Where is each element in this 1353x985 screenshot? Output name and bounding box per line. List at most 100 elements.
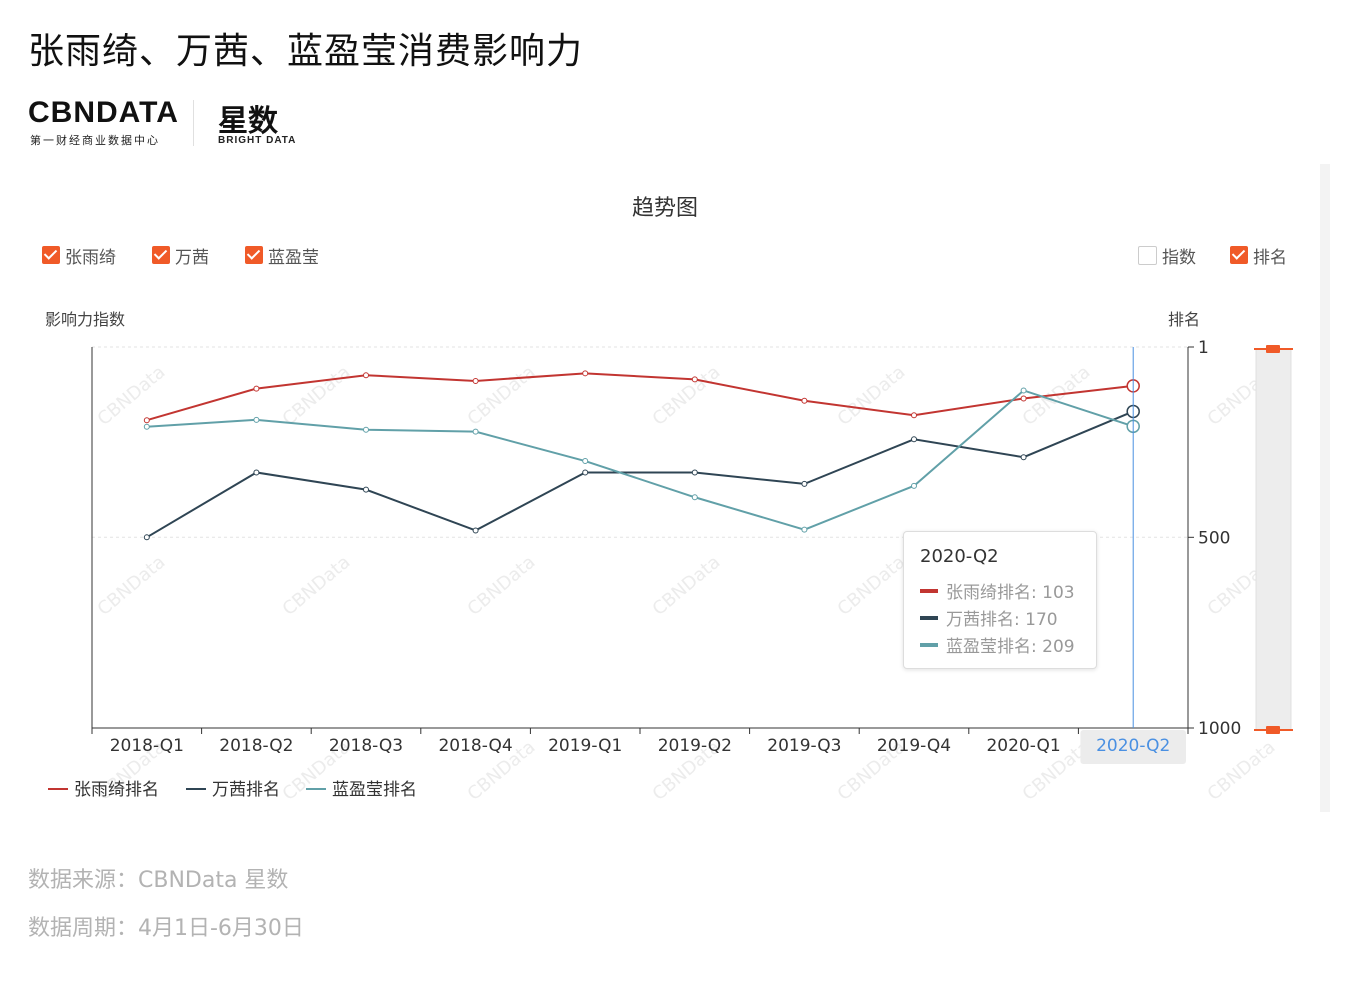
data-point — [582, 370, 589, 377]
trend-chart: CBNData CBNData CBNData CBNData CBNData CBNDa… — [48, 338, 1293, 805]
data-point — [363, 426, 369, 433]
toggle-label: 蓝盈莹 — [268, 247, 319, 268]
toggle-wanqian[interactable]: 万茜 — [152, 244, 209, 268]
data-point — [582, 458, 589, 465]
legend-label: 张雨绮排名 — [74, 780, 159, 800]
series-swatch-icon — [920, 642, 938, 647]
data-point — [472, 428, 479, 435]
series-line — [146, 372, 1134, 422]
left-axis-name: 影响力指数 — [45, 310, 126, 329]
x-tick-labels: 2018-Q1 2018-Q2 2018-Q3 2018-Q4 2019-Q1 2019-… — [110, 730, 1186, 764]
watermark-text: CBNData — [279, 362, 355, 430]
logo-brand: CBNDATA — [28, 96, 179, 129]
tooltip-row-label: 蓝盈莹排名: 209 — [946, 637, 1075, 657]
footer-source: 数据来源：CBNData 星数 — [28, 868, 289, 893]
zoom-handle-grip-icon — [1266, 726, 1280, 734]
x-tick-label: 2019-Q1 — [548, 736, 622, 756]
legend-label: 万茜排名 — [212, 780, 280, 800]
data-point — [801, 526, 808, 533]
x-tick-label: 2018-Q2 — [219, 736, 293, 756]
toggle-label: 张雨绮 — [65, 247, 116, 268]
data-point — [143, 423, 150, 430]
y-tick-label: 500 — [1198, 528, 1230, 548]
data-zoom-slider — [1254, 345, 1293, 734]
watermark-text: CBNData — [1019, 362, 1095, 430]
checkbox-checked-icon[interactable] — [152, 246, 170, 264]
cbndata-logo: CBNDATA 第一财经商业数据中心 星数 BRIGHT DATA — [28, 96, 308, 152]
tooltip-row: 张雨绮排名: 103 — [920, 578, 1075, 603]
legend: 张雨绮排名 万茜排名 蓝盈莹排名 — [48, 780, 417, 800]
tooltip-row-label: 张雨绮排名: 103 — [946, 583, 1075, 603]
page-title: 张雨绮、万茜、蓝盈莹消费影响力 — [28, 31, 584, 72]
tooltip-title: 2020-Q2 — [920, 546, 999, 567]
data-point — [363, 372, 369, 379]
data-point — [1020, 387, 1027, 394]
y-tick-label: 1000 — [1198, 719, 1241, 739]
y-tick-label: 1 — [1198, 338, 1209, 358]
axes-layer — [91, 346, 1194, 734]
zoom-slider-track — [1255, 348, 1292, 731]
x-tick-label: 2020-Q2 — [1096, 736, 1170, 756]
zoom-handle-grip-icon — [1266, 345, 1280, 353]
x-label-highlight — [1080, 730, 1186, 764]
data-point — [1020, 395, 1027, 402]
toggle-rank[interactable]: 排名 — [1230, 244, 1287, 268]
series-lines — [143, 370, 1140, 541]
watermark-text: CBNData — [649, 552, 725, 620]
y-tick-labels: 1 500 1000 — [1198, 338, 1241, 739]
data-point — [143, 417, 150, 424]
data-point — [801, 480, 808, 487]
data-point — [691, 376, 698, 383]
toggle-zhangyuqi[interactable]: 张雨绮 — [42, 244, 116, 268]
data-point — [801, 397, 808, 404]
legend-label: 蓝盈莹排名 — [332, 780, 417, 800]
logo-product-sub: BRIGHT DATA — [218, 135, 297, 146]
right-axis-name: 排名 — [1168, 310, 1201, 329]
watermark-text: CBNData — [279, 552, 355, 620]
watermark-text: CBNData — [464, 552, 540, 620]
logo-product: 星数 — [218, 104, 278, 139]
toggle-label: 指数 — [1162, 247, 1196, 268]
logo-divider — [193, 100, 194, 146]
watermark-text: CBNData — [834, 552, 910, 620]
series-swatch-icon — [920, 588, 938, 593]
tooltip-row: 蓝盈莹排名: 209 — [920, 632, 1075, 657]
data-point — [582, 469, 589, 476]
data-point — [911, 412, 917, 419]
x-tick-label: 2019-Q2 — [658, 736, 732, 756]
series-line — [146, 410, 1134, 539]
data-point — [691, 494, 698, 501]
data-point — [253, 416, 260, 423]
x-tick-label: 2019-Q3 — [767, 736, 841, 756]
tooltip: 2020-Q2 张雨绮排名: 103 万茜排名: 170 蓝盈莹排名: 209 — [903, 531, 1097, 669]
data-point — [472, 527, 479, 534]
data-point — [911, 436, 917, 443]
toggle-lanyingying[interactable]: 蓝盈莹 — [245, 244, 319, 268]
data-point — [911, 482, 917, 489]
watermark-text: CBNData — [1204, 737, 1280, 805]
x-tick-label: 2018-Q3 — [329, 736, 403, 756]
data-point — [363, 486, 369, 493]
tooltip-row: 万茜排名: 170 — [920, 605, 1058, 630]
checkbox-checked-icon[interactable] — [42, 246, 60, 264]
watermark-text: CBNData — [94, 552, 170, 620]
footer-period: 数据周期：4月1日-6月30日 — [28, 916, 304, 941]
series-swatch-icon — [920, 615, 938, 620]
toggle-index[interactable]: 指数 — [1138, 244, 1196, 268]
x-tick-label: 2020-Q1 — [986, 736, 1060, 756]
checkbox-checked-icon[interactable] — [245, 246, 263, 264]
panel-scroll-edge — [1320, 164, 1330, 812]
data-point — [143, 534, 150, 541]
data-point — [1020, 454, 1027, 461]
toggle-label: 万茜 — [175, 247, 209, 268]
checkbox-checked-icon[interactable] — [1230, 246, 1248, 264]
x-tick-label: 2018-Q1 — [110, 736, 184, 756]
tooltip-row-label: 万茜排名: 170 — [946, 610, 1058, 630]
logo-brand-sub: 第一财经商业数据中心 — [30, 134, 160, 147]
watermark-text: CBNData — [94, 362, 170, 430]
watermark-text: CBNData — [649, 362, 725, 430]
toggle-label: 排名 — [1253, 247, 1287, 268]
checkbox-unchecked-icon[interactable] — [1138, 245, 1157, 265]
chart-title: 趋势图 — [631, 196, 698, 221]
watermark-text: CBNData — [834, 362, 910, 430]
